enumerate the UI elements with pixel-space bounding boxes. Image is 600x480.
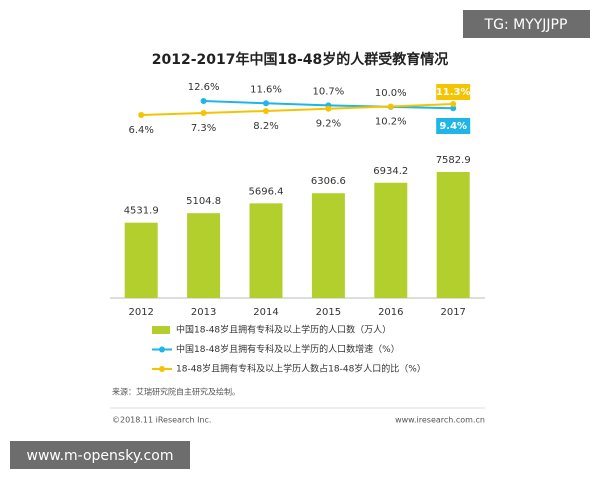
legend-swatch [152, 326, 170, 334]
legend-label: 中国18-48岁且拥有专科及以上学历的人口数增速（%） [176, 343, 400, 355]
bar [187, 213, 221, 298]
bar-label: 4531.9 [124, 206, 159, 217]
bar-label: 5104.8 [186, 196, 221, 207]
bar [436, 172, 470, 298]
legend-swatch [159, 346, 165, 353]
watermark-box [463, 10, 590, 38]
value-label: 7.3% [191, 123, 216, 134]
bar-label: 7582.9 [436, 155, 471, 166]
value-label: 9.4% [439, 121, 467, 132]
chart-title: 2012-2017年中国18-48岁的人群受教育情况 [152, 51, 449, 68]
value-label: 10.7% [313, 86, 345, 97]
label-box [436, 84, 471, 100]
watermark: TG: MYYJJPP [484, 17, 568, 33]
x-tick-label: 2017 [440, 307, 465, 318]
point [200, 98, 207, 105]
point [263, 107, 269, 114]
point [325, 105, 332, 112]
point [138, 112, 145, 118]
bar [124, 222, 158, 298]
bar [374, 182, 408, 298]
bar [311, 193, 345, 298]
bar-label: 6934.2 [373, 166, 408, 177]
x-tick-label: 2015 [316, 307, 341, 318]
source: 来源：艾瑞研究院自主研究及绘制。 [112, 387, 240, 397]
watermark-box [10, 441, 190, 469]
x-tick-label: 2016 [378, 307, 403, 318]
watermark: www.m-opensky.com [27, 448, 174, 464]
legend-label: 中国18-48岁且拥有专科及以上学历的人口数（万人） [176, 324, 391, 336]
value-label: 8.2% [253, 121, 278, 132]
value-label: 10.2% [375, 116, 407, 127]
value-label: 6.4% [128, 125, 153, 136]
legend-label: 18-48岁且拥有专科及以上学历人数占18-48岁人口的比（%） [176, 363, 426, 375]
copyright: ©2018.11 iResearch Inc. [112, 416, 211, 425]
x-tick-label: 2013 [191, 307, 216, 318]
value-label: 9.2% [316, 119, 341, 130]
label-box [436, 118, 471, 134]
bar [249, 203, 283, 298]
point [263, 100, 269, 107]
point [450, 100, 457, 107]
x-tick-label: 2012 [128, 307, 153, 318]
x-tick-label: 2014 [253, 307, 278, 318]
bar-label: 5696.4 [249, 186, 284, 197]
website: www.iresearch.com.cn [395, 416, 485, 425]
value-label: 11.6% [250, 84, 282, 95]
point [387, 103, 394, 110]
line [141, 102, 454, 116]
value-label: 12.6% [188, 82, 220, 93]
point [450, 105, 457, 112]
value-label: 10.0% [375, 88, 407, 99]
bar-label: 6306.6 [311, 176, 346, 187]
legend-swatch [159, 366, 165, 372]
value-label: 11.3% [436, 87, 471, 98]
point [200, 109, 207, 116]
